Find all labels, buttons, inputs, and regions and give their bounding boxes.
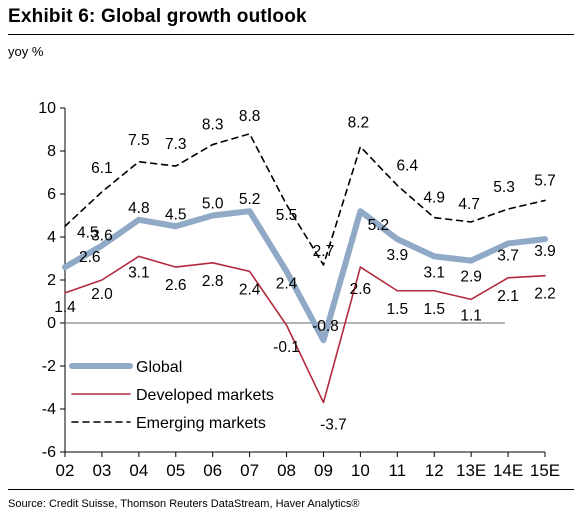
data-label: 2.0 bbox=[91, 286, 113, 303]
data-label: 2.6 bbox=[79, 249, 101, 266]
data-label: -3.7 bbox=[320, 417, 347, 434]
source-note: Source: Credit Suisse, Thomson Reuters D… bbox=[8, 498, 360, 510]
x-tick-label: 09 bbox=[314, 461, 333, 480]
data-label: 4.7 bbox=[458, 196, 480, 213]
y-tick-label: 0 bbox=[47, 315, 56, 332]
data-label: 3.9 bbox=[387, 247, 409, 264]
data-label: 5.0 bbox=[202, 196, 224, 213]
data-label: 6.4 bbox=[397, 157, 419, 174]
data-label: 4.8 bbox=[128, 200, 150, 217]
x-tick-label: 12 bbox=[425, 461, 444, 480]
data-label: 4.5 bbox=[77, 224, 99, 241]
legend-label: Developed markets bbox=[136, 387, 274, 404]
y-tick-label: 4 bbox=[47, 229, 56, 246]
data-label: 6.1 bbox=[91, 160, 113, 177]
y-tick-label: 10 bbox=[38, 100, 56, 117]
data-label: 2.8 bbox=[202, 273, 224, 290]
legend-label: Emerging markets bbox=[136, 415, 266, 432]
x-tick-label: 04 bbox=[129, 461, 148, 480]
data-label: 2.2 bbox=[534, 286, 556, 303]
y-tick-label: 8 bbox=[47, 143, 56, 160]
data-label: 5.2 bbox=[368, 217, 390, 234]
y-tick-label: -4 bbox=[42, 401, 56, 418]
series-line-emerging-markets bbox=[64, 133, 546, 266]
x-tick-label: 05 bbox=[166, 461, 185, 480]
data-label: 2.7 bbox=[313, 243, 335, 260]
y-tick-label: 6 bbox=[47, 186, 56, 203]
data-label: 3.9 bbox=[534, 243, 556, 260]
data-label: 2.1 bbox=[497, 288, 519, 305]
data-labels-layer: 2.6 3.6 4.8 4.5 5.0 5.2 2.4 -0.8 5.2 3.9 3.1 2.9 3.7… bbox=[54, 108, 556, 434]
x-tick-label: 03 bbox=[92, 461, 111, 480]
data-label: 3.1 bbox=[423, 264, 445, 281]
data-label: 7.5 bbox=[128, 132, 150, 149]
data-label: 4.5 bbox=[165, 206, 187, 223]
data-label: 3.7 bbox=[497, 247, 519, 264]
series-layer bbox=[62, 133, 548, 404]
y-axis-unit: yoy % bbox=[8, 44, 44, 59]
data-label: 5.7 bbox=[534, 172, 556, 189]
title-divider bbox=[8, 34, 574, 35]
x-tick-label: 06 bbox=[203, 461, 222, 480]
data-label: 8.2 bbox=[348, 115, 370, 132]
data-label: 5.3 bbox=[493, 179, 515, 196]
x-tick-label: 15E bbox=[530, 461, 560, 480]
x-tick-label: 08 bbox=[277, 461, 296, 480]
legend-label: Global bbox=[136, 359, 182, 376]
data-label: -0.1 bbox=[273, 339, 300, 356]
x-tick-label: 07 bbox=[240, 461, 259, 480]
data-label: 2.4 bbox=[276, 275, 298, 292]
x-tick-label: 11 bbox=[388, 461, 406, 480]
chart-title: Exhibit 6: Global growth outlook bbox=[8, 6, 307, 27]
data-label: 2.4 bbox=[239, 281, 261, 298]
x-tick-label: 14E bbox=[493, 461, 523, 480]
series-line-global bbox=[62, 208, 548, 344]
y-tick-label: -6 bbox=[42, 444, 56, 461]
data-label: 2.9 bbox=[460, 269, 482, 286]
data-label: 5.5 bbox=[276, 207, 298, 224]
data-label: 1.5 bbox=[423, 301, 445, 318]
data-label: 1.5 bbox=[387, 301, 409, 318]
data-label: 1.1 bbox=[460, 307, 482, 324]
data-label: 2.6 bbox=[350, 281, 372, 298]
chart-legend: Global Developed markets Emerging markets bbox=[69, 359, 274, 432]
y-tick-label: -2 bbox=[42, 358, 56, 375]
data-label: -0.8 bbox=[312, 318, 339, 335]
x-tick-label: 02 bbox=[56, 461, 75, 480]
series-line-developed-markets bbox=[64, 255, 546, 404]
data-label: 7.3 bbox=[165, 136, 187, 153]
data-label: 5.2 bbox=[239, 191, 261, 208]
data-label: 3.6 bbox=[91, 228, 113, 245]
x-tick-label: 10 bbox=[351, 461, 370, 480]
data-label: 2.6 bbox=[165, 277, 187, 294]
y-tick-label: 2 bbox=[47, 272, 56, 289]
data-label: 8.8 bbox=[239, 108, 261, 125]
x-tick-label: 13E bbox=[456, 461, 486, 480]
data-label: 1.4 bbox=[54, 299, 76, 316]
data-label: 4.9 bbox=[423, 190, 445, 207]
data-label: 8.3 bbox=[202, 117, 224, 134]
source-divider bbox=[8, 489, 574, 490]
data-label: 3.1 bbox=[128, 264, 150, 281]
